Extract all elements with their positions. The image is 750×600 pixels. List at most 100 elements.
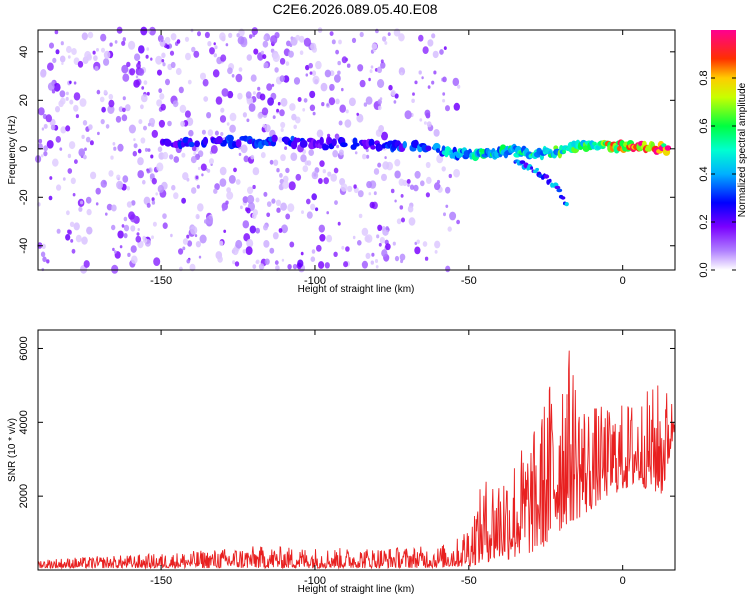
spectrogram-noise-blob <box>305 64 310 71</box>
spectrogram-noise-blob <box>122 107 126 113</box>
spectrogram-noise-blob <box>424 109 431 117</box>
spectrogram-noise-blob <box>73 81 77 85</box>
spectrogram-noise-blob <box>242 196 249 204</box>
spectrogram-noise-blob <box>55 49 60 55</box>
spectrogram-noise-blob <box>394 93 399 99</box>
spectrogram-noise-blob <box>201 173 204 177</box>
spectrogram-noise-blob <box>285 167 290 174</box>
spectrogram-noise-blob <box>271 83 275 87</box>
snr-x-tick-label: -150 <box>150 575 172 587</box>
spectrogram-panel: -150 -100 -50 0 -40 -20 0 20 40 Height of straig… <box>7 26 676 295</box>
spectrogram-noise-blob <box>337 221 341 226</box>
spectrogram-noise-blob <box>158 88 163 94</box>
spectrogram-noise-blob <box>243 155 249 163</box>
spectrogram-noise-blob <box>193 151 197 156</box>
spectrogram-noise-blob <box>225 200 229 205</box>
spectrogram-noise-blob <box>43 151 48 157</box>
spectrogram-noise-blob <box>305 73 309 77</box>
spectrogram-noise-blob <box>135 75 139 79</box>
spectrogram-noise-blob <box>106 203 113 211</box>
spectrogram-noise-blob <box>213 42 216 46</box>
spectrogram-noise-blob <box>62 177 66 181</box>
spectrogram-noise-blob <box>155 55 163 65</box>
spectrogram-noise-blob <box>137 170 144 179</box>
spectrogram-noise-blob <box>434 250 438 254</box>
spectrogram-noise-blob <box>80 200 84 205</box>
spectrogram-noise-blob <box>73 104 79 112</box>
spectrogram-noise-blob <box>308 62 314 69</box>
spectrogram-noise-blob <box>81 236 88 245</box>
spectrogram-y-tick-label: 0 <box>18 146 30 152</box>
spectrogram-noise-blob <box>69 99 74 105</box>
spectrogram-noise-blob <box>363 102 368 107</box>
spectrogram-noise-blob <box>456 219 460 225</box>
spectrogram-noise-blob <box>122 175 129 183</box>
spectrogram-noise-blob <box>190 225 198 235</box>
spectrogram-noise-blob <box>182 172 189 181</box>
spectrogram-noise-blob <box>269 247 275 254</box>
spectrogram-noise-blob <box>78 206 83 212</box>
colorbar: 0.0 0.2 0.4 0.6 0.8 Normalized spectral ampl… <box>698 30 748 278</box>
spectrogram-noise-blob <box>311 70 317 76</box>
colorbar-tick-label: 0.6 <box>698 118 710 133</box>
spectrogram-noise-blob <box>136 232 140 236</box>
spectrogram-noise-blob <box>95 187 101 195</box>
spectrogram-noise-blob <box>186 258 191 264</box>
spectrogram-noise-blob <box>225 43 229 47</box>
spectrogram-signal-blob <box>235 139 242 148</box>
spectrogram-noise-blob <box>377 105 382 111</box>
spectrogram-noise-blob <box>146 169 150 174</box>
spectrogram-noise-blob <box>445 186 451 194</box>
spectrogram-noise-blob <box>306 160 312 166</box>
spectrogram-noise-blob <box>38 107 45 116</box>
spectrogram-noise-blob <box>309 90 316 99</box>
spectrogram-noise-blob <box>262 123 266 128</box>
snr-y-tick-label: 6000 <box>18 336 30 360</box>
spectrogram-noise-blob <box>182 238 189 245</box>
spectrogram-noise-blob <box>370 260 374 265</box>
spectrogram-noise-blob <box>237 92 243 100</box>
spectrogram-noise-blob <box>376 234 380 239</box>
spectrogram-noise-blob <box>406 179 411 184</box>
spectrogram-frame <box>37 29 676 271</box>
spectrogram-noise-blob <box>38 138 43 144</box>
spectrogram-noise-blob <box>226 191 234 200</box>
spectrogram-noise-blob <box>40 70 47 78</box>
spectrogram-noise-blob <box>108 99 115 108</box>
spectrogram-noise-blob <box>143 196 151 205</box>
spectrogram-noise-blob <box>151 235 154 240</box>
spectrogram-noise-blob <box>418 34 424 42</box>
spectrogram-noise-blob <box>223 229 227 233</box>
spectrogram-noise-blob <box>394 255 400 262</box>
spectrogram-noise-blob <box>323 177 330 185</box>
spectrogram-noise-blob <box>377 224 383 231</box>
spectrogram-noise-blob <box>99 96 105 103</box>
spectrogram-noise-blob <box>175 67 182 76</box>
spectrogram-noise-blob <box>400 72 403 76</box>
spectrogram-background <box>38 30 675 270</box>
spectrogram-noise-blob <box>131 200 136 206</box>
snr-panel: -150 -100 -50 0 2000 4000 6000 Height of strai… <box>7 329 676 595</box>
spectrogram-noise-blob <box>61 62 64 65</box>
spectrogram-noise-blob <box>384 41 388 45</box>
spectrogram-noise-blob <box>385 243 391 251</box>
spectrogram-noise-blob <box>85 136 91 143</box>
spectrogram-noise-blob <box>333 251 338 257</box>
spectrogram-noise-blob <box>279 109 285 117</box>
spectrogram-noise-blob <box>121 64 129 74</box>
spectrogram-noise-blob <box>199 234 207 244</box>
spectrogram-noise-blob <box>156 162 164 172</box>
spectrogram-noise-blob <box>46 140 54 149</box>
spectrogram-noise-blob <box>366 154 370 159</box>
spectrogram-noise-blob <box>48 195 53 201</box>
spectrogram-noise-blob <box>59 147 63 151</box>
spectrogram-noise-blob <box>111 224 116 231</box>
spectrogram-noise-blob <box>263 62 269 69</box>
spectrogram-noise-blob <box>213 188 218 194</box>
spectrogram-noise-blob <box>105 212 108 216</box>
spectrogram-noise-blob <box>385 226 389 231</box>
spectrogram-noise-blob <box>425 192 430 198</box>
spectrogram-noise-blob <box>152 221 157 227</box>
spectrogram-noise-blob <box>186 234 190 239</box>
spectrogram-noise-blob <box>200 163 207 171</box>
